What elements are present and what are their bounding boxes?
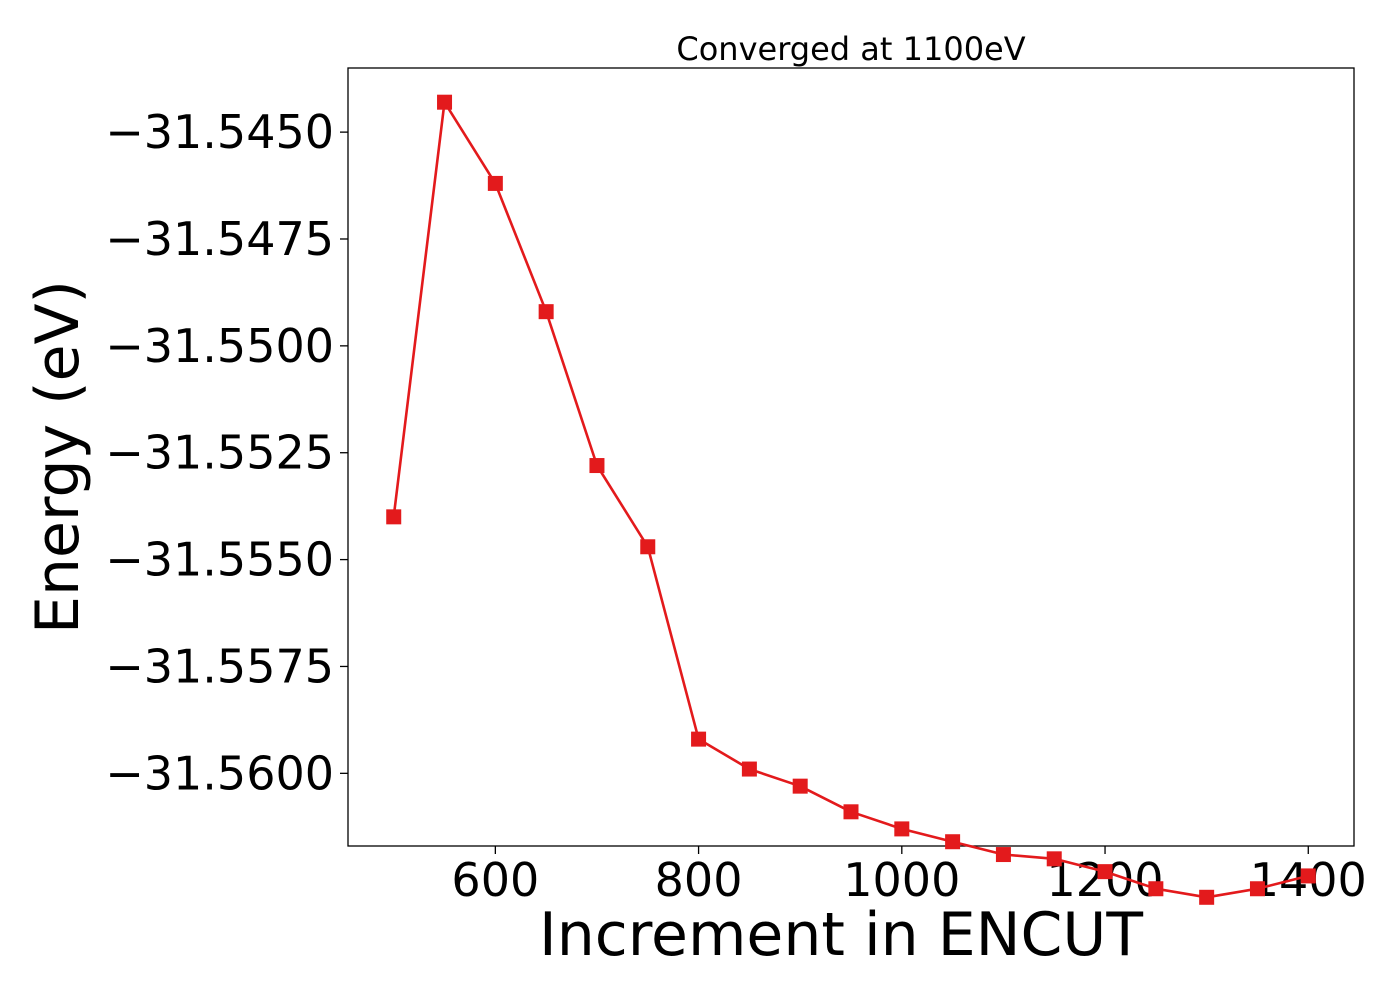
data-point	[792, 778, 808, 794]
y-axis-label: Energy (eV)	[23, 280, 93, 634]
x-axis-label: Increment in ENCUT	[539, 900, 1143, 970]
data-point	[945, 834, 961, 850]
y-tick-label: −31.5525	[105, 426, 334, 480]
data-point	[1199, 889, 1215, 905]
y-tick-label: −31.5500	[105, 319, 334, 373]
y-tick-label: −31.5575	[105, 639, 334, 693]
data-point	[538, 304, 554, 320]
x-tick-label: 800	[655, 853, 743, 907]
data-point	[487, 175, 503, 191]
y-tick-label: −31.5450	[105, 105, 334, 159]
data-point	[894, 821, 910, 837]
data-point	[437, 94, 453, 110]
data-point	[691, 731, 707, 747]
data-point	[995, 847, 1011, 863]
x-tick-label: 1000	[843, 853, 960, 907]
data-point	[1097, 864, 1113, 880]
x-tick-label: 600	[451, 853, 539, 907]
series-line	[392, 100, 1309, 899]
data-point	[589, 458, 605, 474]
data-point	[1249, 881, 1265, 897]
data-point	[1300, 868, 1316, 884]
data-point	[386, 509, 402, 525]
y-tick-label: −31.5475	[105, 212, 334, 266]
data-point	[741, 761, 757, 777]
data-point	[1148, 881, 1164, 897]
data-point	[843, 804, 859, 820]
plot-frame	[347, 67, 1355, 847]
data-point	[640, 539, 656, 555]
chart-title: Converged at 1100eV	[676, 30, 1025, 68]
y-tick-label: −31.5550	[105, 533, 334, 587]
plot-area: 600800100012001400−31.5450−31.5475−31.55…	[105, 67, 1367, 907]
data-point	[1046, 851, 1062, 867]
y-tick-label: −31.5600	[105, 746, 334, 800]
